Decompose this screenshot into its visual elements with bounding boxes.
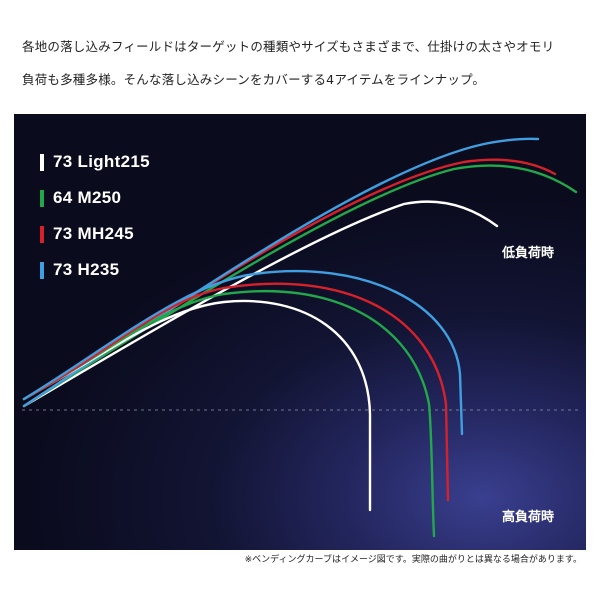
low-load-label: 低負荷時 — [502, 246, 555, 261]
legend-label: 73 H235 — [53, 260, 120, 279]
legend-item-m250: 64 M250 — [40, 180, 150, 216]
legend-swatch-red — [40, 225, 44, 243]
legend-swatch-white — [40, 153, 44, 171]
legend-item-h235: 73 H235 — [40, 252, 150, 288]
intro-line-1: 各地の落し込みフィールドはターゲットの種類やサイズもさまざまで、仕掛けの太さやオ… — [22, 39, 555, 54]
legend-item-light215: 73 Light215 — [40, 144, 150, 180]
legend-label: 73 MH245 — [53, 224, 134, 243]
curve-73-light215-high-load — [22, 299, 372, 512]
high-load-label: 高負荷時 — [502, 510, 555, 525]
legend: 73 Light215 64 M250 73 MH245 73 H235 — [40, 144, 150, 288]
legend-label: 73 Light215 — [53, 152, 150, 171]
intro-line-2: 負荷も多種多様。そんな落し込みシーンをカバーする4アイテムをラインナップ。 — [22, 72, 486, 87]
bending-curves-svg — [22, 137, 578, 538]
disclaimer-note: ※ベンディングカーブはイメージ図です。実際の曲がりとは異なる場合があります。 — [244, 555, 582, 565]
curve-73-light215-low-load — [22, 200, 499, 408]
legend-swatch-blue — [40, 261, 44, 279]
curve-73-h235-high-load — [22, 269, 464, 436]
legend-item-mh245: 73 MH245 — [40, 216, 150, 252]
legend-swatch-green — [40, 189, 44, 207]
curve-73-mh245-high-load — [22, 282, 450, 502]
intro-text: 各地の落し込みフィールドはターゲットの種類やサイズもさまざまで、仕掛けの太さやオ… — [22, 30, 582, 96]
bending-curve-diagram: 73 Light215 64 M250 73 MH245 73 H235 低負荷… — [14, 114, 586, 550]
legend-label: 64 M250 — [53, 188, 122, 207]
curve-64-m250-high-load — [22, 289, 436, 538]
